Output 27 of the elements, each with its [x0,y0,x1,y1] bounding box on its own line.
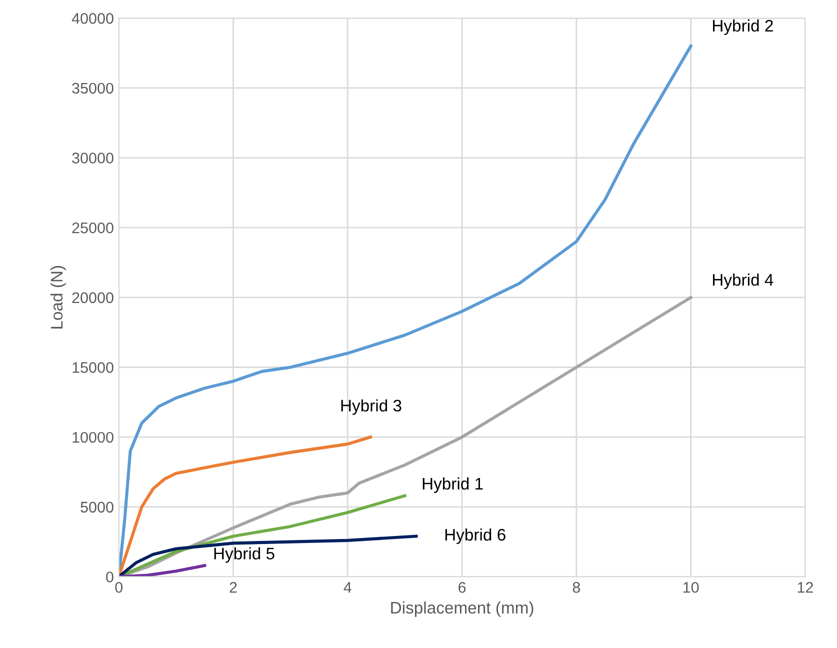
series-label: Hybrid 5 [214,547,274,563]
x-axis-title: Displacement (mm) [391,601,534,617]
series-label: Hybrid 6 [445,528,506,544]
x-tick-label: 6 [458,582,466,593]
series-label: Hybrid 4 [713,274,774,290]
x-tick-label: 12 [798,582,813,593]
line-series [118,436,372,577]
x-tick-label: 8 [572,582,580,593]
y-tick-label: 5000 [80,502,114,513]
y-tick-label: 20000 [72,292,114,304]
x-tick-label: 4 [344,582,352,593]
series-label: Hybrid 1 [422,477,483,493]
y-tick-label: 10000 [72,432,114,443]
x-tick-label: 10 [683,582,699,593]
y-tick-label: 25000 [72,222,114,234]
line-series [118,564,206,577]
x-tick-label: 2 [230,582,237,593]
y-tick-label: 35000 [72,82,114,94]
y-axis-title: Load (N) [50,266,66,328]
y-tick-label: 30000 [72,152,114,164]
y-tick-label: 0 [106,572,114,582]
x-tick-label: 0 [115,582,123,593]
line-series [118,534,418,577]
y-tick-label: 40000 [72,13,114,24]
series-label: Hybrid 2 [713,19,773,35]
series-label: Hybrid 3 [341,399,402,415]
y-tick-label: 15000 [72,362,114,373]
